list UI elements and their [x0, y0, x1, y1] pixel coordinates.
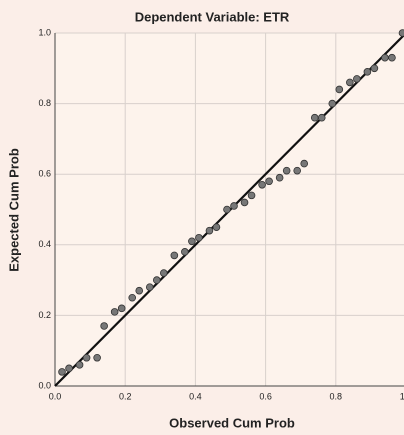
point [317, 113, 326, 122]
x-tick-label: 0.4 [189, 391, 202, 401]
point [240, 198, 249, 207]
point [128, 293, 137, 302]
point [93, 353, 101, 362]
point [258, 180, 266, 189]
y-tick-label: 0.2 [38, 310, 51, 320]
point [300, 159, 309, 168]
x-tick-label: 1.0 [400, 391, 404, 401]
y-tick-label: 0.6 [38, 169, 51, 179]
x-tick-label: 0.8 [330, 391, 343, 401]
point [293, 166, 301, 175]
point [117, 304, 126, 313]
y-tick-label: 0.0 [38, 380, 51, 390]
point [181, 248, 189, 256]
point [328, 99, 337, 108]
y-tick-label: 0.4 [38, 239, 51, 249]
point [212, 223, 221, 231]
point [82, 353, 91, 362]
x-tick-label: 0.2 [119, 391, 132, 401]
point [205, 226, 214, 235]
chart-title: Dependent Variable: ETR [135, 9, 290, 24]
point [223, 205, 231, 214]
point [152, 276, 161, 284]
point [275, 173, 284, 182]
x-tick-label: 0.6 [259, 391, 272, 401]
point [346, 78, 354, 87]
y-axis-label: Expected Cum Prob [6, 148, 21, 272]
point [58, 368, 66, 376]
point [381, 53, 389, 62]
point [195, 233, 203, 242]
x-axis-label: Observed Cum Prob [169, 415, 295, 430]
point [110, 308, 119, 316]
point [135, 286, 144, 295]
point [310, 113, 319, 122]
point [247, 191, 256, 200]
point [398, 29, 404, 37]
point [160, 269, 168, 277]
point [170, 251, 179, 260]
x-tick-label: 0.0 [49, 391, 62, 401]
point [370, 64, 379, 73]
y-tick-label: 0.8 [38, 98, 51, 108]
point [363, 68, 372, 76]
point [282, 166, 291, 175]
point [65, 364, 73, 373]
point [145, 283, 154, 291]
y-tick-label: 1.0 [38, 27, 51, 37]
point [230, 202, 238, 210]
point [388, 53, 396, 62]
point [265, 177, 273, 186]
point [75, 361, 84, 369]
point [353, 75, 361, 83]
point [335, 85, 344, 94]
point [188, 237, 196, 246]
point [100, 322, 108, 330]
